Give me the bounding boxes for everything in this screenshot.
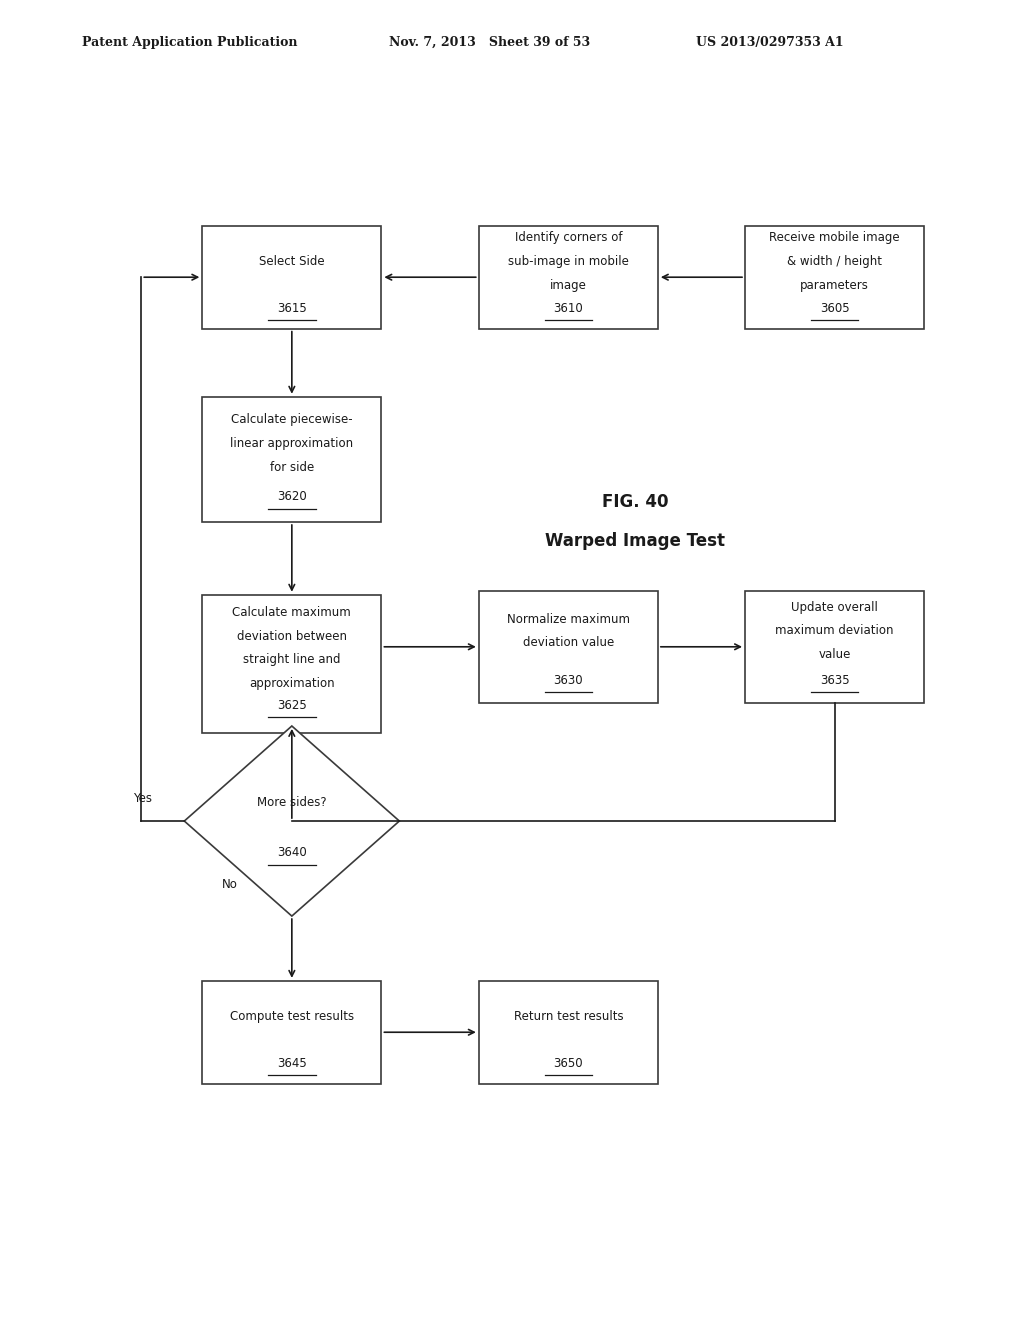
Text: 3635: 3635 — [820, 675, 849, 686]
Text: approximation: approximation — [249, 677, 335, 690]
Text: Warped Image Test: Warped Image Test — [545, 532, 725, 550]
Text: & width / height: & width / height — [787, 255, 882, 268]
Polygon shape — [184, 726, 399, 916]
Text: Select Side: Select Side — [259, 255, 325, 268]
Text: deviation between: deviation between — [237, 630, 347, 643]
Text: linear approximation: linear approximation — [230, 437, 353, 450]
Text: US 2013/0297353 A1: US 2013/0297353 A1 — [696, 36, 844, 49]
Text: 3645: 3645 — [276, 1056, 307, 1069]
Text: sub-image in mobile: sub-image in mobile — [508, 255, 629, 268]
Text: Nov. 7, 2013   Sheet 39 of 53: Nov. 7, 2013 Sheet 39 of 53 — [389, 36, 590, 49]
Bar — [479, 226, 658, 329]
Bar — [202, 981, 381, 1084]
Text: maximum deviation: maximum deviation — [775, 624, 894, 638]
Text: for side: for side — [269, 461, 314, 474]
Text: 3620: 3620 — [276, 491, 307, 503]
Text: Return test results: Return test results — [513, 1010, 624, 1023]
Bar — [479, 591, 658, 702]
Text: parameters: parameters — [800, 279, 869, 292]
Text: Update overall: Update overall — [792, 601, 878, 614]
Text: 3640: 3640 — [276, 846, 307, 859]
Text: Calculate maximum: Calculate maximum — [232, 606, 351, 619]
Text: Receive mobile image: Receive mobile image — [769, 231, 900, 244]
Text: Identify corners of: Identify corners of — [515, 231, 622, 244]
Text: 3605: 3605 — [820, 301, 849, 314]
Bar — [202, 226, 381, 329]
Text: 3610: 3610 — [553, 301, 584, 314]
Text: FIG. 40: FIG. 40 — [602, 492, 668, 511]
Bar — [744, 591, 924, 702]
Text: Yes: Yes — [132, 792, 152, 805]
Text: straight line and: straight line and — [243, 653, 341, 667]
Text: 3650: 3650 — [554, 1056, 583, 1069]
Text: 3625: 3625 — [276, 700, 307, 711]
Text: Normalize maximum: Normalize maximum — [507, 612, 630, 626]
Text: 3615: 3615 — [276, 301, 307, 314]
Text: Patent Application Publication: Patent Application Publication — [82, 36, 297, 49]
Bar — [202, 594, 381, 734]
Text: deviation value: deviation value — [522, 636, 614, 649]
Text: Compute test results: Compute test results — [229, 1010, 354, 1023]
Text: More sides?: More sides? — [257, 796, 327, 809]
Text: value: value — [818, 648, 851, 661]
Text: 3630: 3630 — [554, 675, 583, 686]
Bar — [744, 226, 924, 329]
Bar — [479, 981, 658, 1084]
Text: No: No — [221, 878, 238, 891]
Text: Calculate piecewise-: Calculate piecewise- — [231, 413, 352, 426]
Bar — [202, 396, 381, 521]
Text: image: image — [550, 279, 587, 292]
